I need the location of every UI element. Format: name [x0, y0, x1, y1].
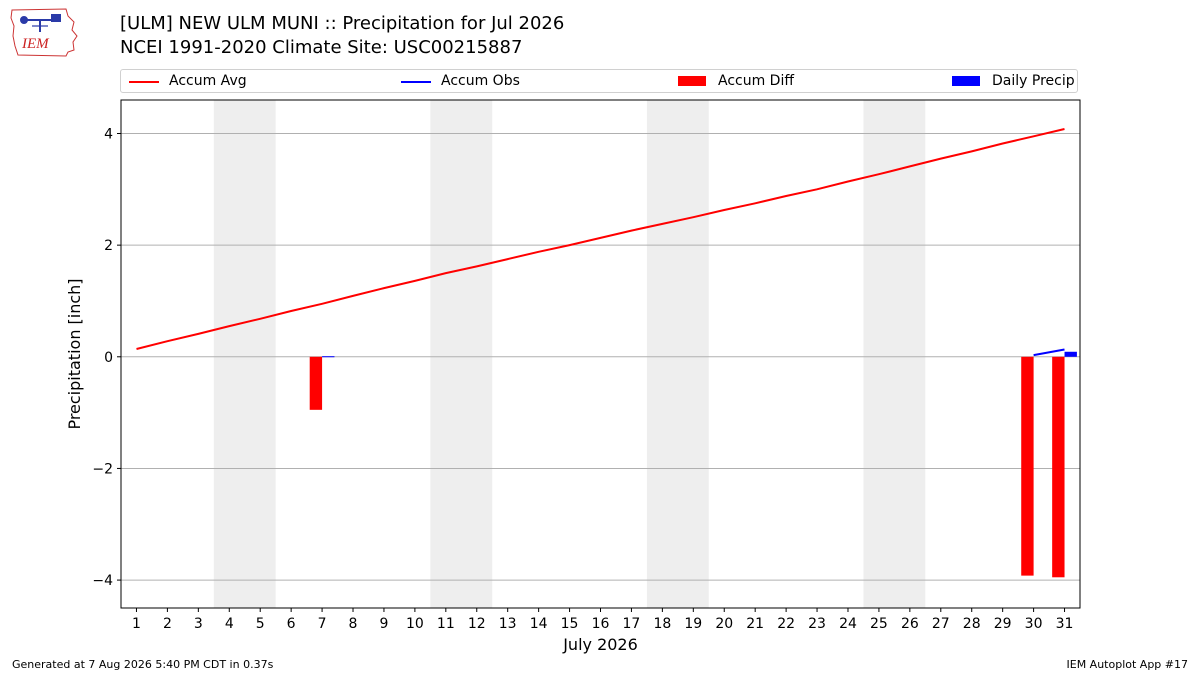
x-tick-label: 14 — [530, 616, 548, 632]
weekend-shade-3 — [646, 100, 709, 608]
accum-diff-bar — [1052, 356, 1065, 578]
x-tick-label: 1 — [132, 616, 141, 632]
x-tick-label: 30 — [1025, 616, 1043, 632]
x-tick-label: 10 — [406, 616, 424, 632]
x-tick-label: 31 — [1056, 616, 1074, 632]
x-tick-label: 23 — [808, 616, 826, 632]
legend-label-accum-diff: Accum Diff — [718, 73, 795, 89]
legend-item-accum-avg: Accum Avg — [129, 73, 289, 91]
accum-obs-line — [1033, 348, 1065, 357]
y-axis-label: Precipitation [inch] — [65, 278, 84, 429]
accum-diff-bar — [1021, 356, 1034, 576]
iowa-outline-shape — [10, 8, 78, 57]
legend-swatch-accum-diff — [678, 76, 706, 86]
chart-subtitle: NCEI 1991-2020 Climate Site: USC00215887 — [120, 37, 523, 58]
chart-legend: Accum Avg Accum Obs Accum Diff Daily Pre… — [120, 69, 1078, 93]
autoplot-app-label: IEM Autoplot App #17 — [1066, 658, 1189, 671]
legend-label-accum-avg: Accum Avg — [169, 73, 247, 89]
weekend-shade-2 — [430, 100, 493, 608]
accum-avg-line — [136, 128, 1065, 350]
weekend-shade-4 — [863, 100, 926, 608]
x-tick-label: 8 — [349, 616, 358, 632]
x-tick-label: 27 — [932, 616, 950, 632]
x-tick-label: 17 — [623, 616, 641, 632]
y-tick-label: 4 — [104, 126, 113, 142]
x-tick-label: 12 — [468, 616, 486, 632]
weather-station-icon — [20, 14, 61, 32]
logo-text: IEM — [21, 36, 50, 52]
iem-logo: IEM — [10, 8, 78, 57]
chart-title: [ULM] NEW ULM MUNI :: Precipitation for … — [120, 13, 565, 34]
x-tick-label: 25 — [870, 616, 888, 632]
legend-swatch-accum-obs — [401, 81, 431, 83]
generated-timestamp: Generated at 7 Aug 2026 5:40 PM CDT in 0… — [12, 658, 274, 671]
x-tick-label: 3 — [194, 616, 203, 632]
legend-label-accum-obs: Accum Obs — [441, 73, 520, 89]
x-tick-label: 19 — [684, 616, 702, 632]
x-tick-label: 16 — [592, 616, 610, 632]
x-tick-label: 4 — [225, 616, 234, 632]
accum-diff-bar — [309, 356, 323, 410]
y-tick-label: −2 — [92, 461, 113, 477]
x-tick-label: 15 — [561, 616, 579, 632]
x-tick-label: 2 — [163, 616, 172, 632]
legend-swatch-daily-precip — [952, 76, 980, 86]
x-tick-label: 22 — [777, 616, 795, 632]
daily-precip-bar — [322, 356, 335, 358]
legend-label-daily-precip: Daily Precip — [992, 73, 1075, 89]
x-tick-label: 7 — [318, 616, 327, 632]
y-tick-label: 2 — [104, 238, 113, 254]
x-tick-label: 6 — [287, 616, 296, 632]
y-tick-label: −4 — [92, 573, 113, 589]
legend-item-accum-obs: Accum Obs — [401, 73, 561, 91]
x-tick-label: 26 — [901, 616, 919, 632]
x-tick-label: 13 — [499, 616, 517, 632]
weekend-shade-1 — [213, 100, 276, 608]
x-tick-label: 24 — [839, 616, 857, 632]
legend-item-daily-precip: Daily Precip — [952, 73, 1077, 91]
x-tick-label: 28 — [963, 616, 981, 632]
x-tick-label: 11 — [437, 616, 455, 632]
plot-frame — [120, 99, 1081, 609]
x-tick-label: 9 — [379, 616, 388, 632]
x-axis-label: July 2026 — [562, 635, 638, 654]
x-tick-label: 29 — [994, 616, 1012, 632]
x-tick-label: 5 — [256, 616, 265, 632]
legend-item-accum-diff: Accum Diff — [678, 73, 838, 91]
daily-precip-bar — [1064, 351, 1077, 357]
x-tick-label: 21 — [746, 616, 764, 632]
legend-swatch-accum-avg — [129, 81, 159, 83]
y-tick-label: 0 — [104, 350, 113, 366]
x-tick-label: 18 — [653, 616, 671, 632]
x-tick-label: 20 — [715, 616, 733, 632]
